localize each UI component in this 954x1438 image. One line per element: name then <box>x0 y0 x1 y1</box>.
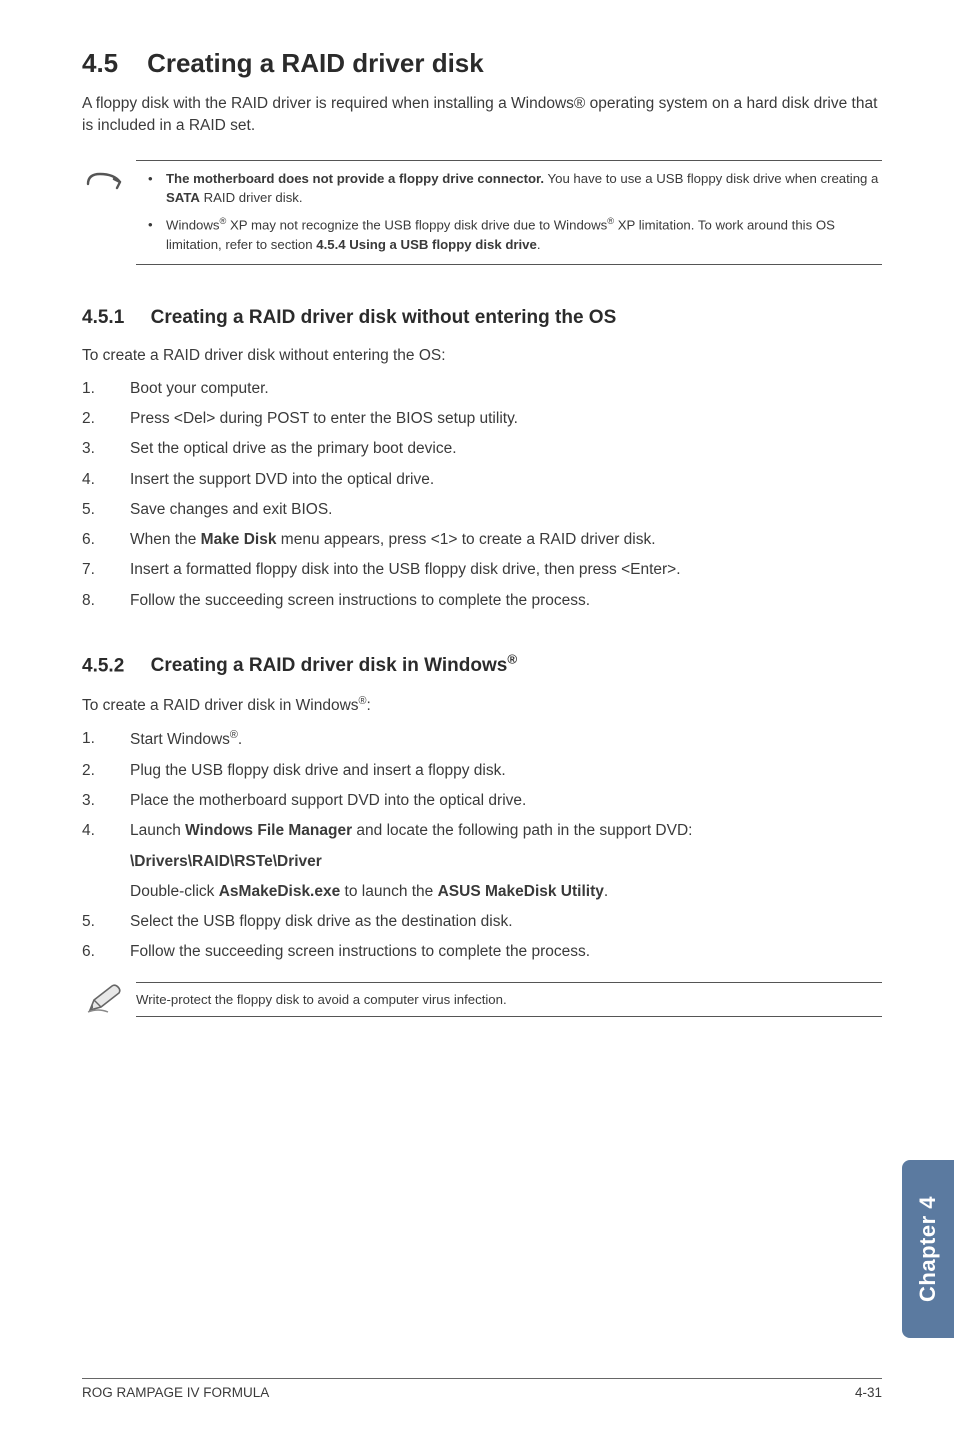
note-callout: The motherboard does not provide a flopp… <box>84 160 882 265</box>
page-footer: ROG RAMPAGE IV FORMULA 4-31 <box>82 1378 882 1400</box>
note-body: The motherboard does not provide a flopp… <box>136 160 882 265</box>
step-item: Insert the support DVD into the optical … <box>82 468 882 491</box>
subsection-heading: 4.5.1 Creating a RAID driver disk withou… <box>82 307 882 329</box>
subsection-title: Creating a RAID driver disk in Windows® <box>151 655 517 676</box>
footer-right: 4-31 <box>855 1385 882 1400</box>
subsection-number: 4.5.2 <box>82 655 124 676</box>
note-item: The motherboard does not provide a flopp… <box>136 169 882 207</box>
tip-callout: Write-protect the floppy disk to avoid a… <box>84 982 882 1021</box>
subsection-number: 4.5.1 <box>82 307 124 328</box>
section2-steps: Start Windows®. Plug the USB floppy disk… <box>82 727 882 963</box>
step-item: Follow the succeeding screen instruction… <box>82 940 882 963</box>
step-item: Save changes and exit BIOS. <box>82 498 882 521</box>
heading-title: Creating a RAID driver disk <box>147 48 484 78</box>
chapter-tab-label: Chapter 4 <box>915 1196 941 1302</box>
section1-lead: To create a RAID driver disk without ent… <box>82 347 882 365</box>
pencil-icon <box>84 982 130 1021</box>
step-item: Place the motherboard support DVD into t… <box>82 789 882 812</box>
step-item: Set the optical drive as the primary boo… <box>82 437 882 460</box>
section2-lead: To create a RAID driver disk in Windows®… <box>82 695 882 715</box>
step-item: Plug the USB floppy disk drive and inser… <box>82 759 882 782</box>
subsection-heading: 4.5.2 Creating a RAID driver disk in Win… <box>82 652 882 677</box>
section1-steps: Boot your computer. Press <Del> during P… <box>82 377 882 612</box>
heading-number: 4.5 <box>82 48 118 78</box>
tip-text: Write-protect the floppy disk to avoid a… <box>136 982 882 1017</box>
step-item: Start Windows®. <box>82 727 882 751</box>
footer-left: ROG RAMPAGE IV FORMULA <box>82 1385 269 1400</box>
note-icon <box>84 160 130 198</box>
step-item: When the Make Disk menu appears, press <… <box>82 528 882 551</box>
step-item: Press <Del> during POST to enter the BIO… <box>82 407 882 430</box>
step-item: Boot your computer. <box>82 377 882 400</box>
step-item: Insert a formatted floppy disk into the … <box>82 558 882 581</box>
chapter-tab: Chapter 4 <box>902 1160 954 1338</box>
note-item: Windows® XP may not recognize the USB fl… <box>136 215 882 254</box>
step-item: Select the USB floppy disk drive as the … <box>82 910 882 933</box>
intro-paragraph: A floppy disk with the RAID driver is re… <box>82 93 882 138</box>
section-heading: 4.5 Creating a RAID driver disk <box>82 48 882 79</box>
step-item: Launch Windows File Manager and locate t… <box>82 819 882 903</box>
step-item: Follow the succeeding screen instruction… <box>82 589 882 612</box>
subsection-title: Creating a RAID driver disk without ente… <box>151 307 617 328</box>
